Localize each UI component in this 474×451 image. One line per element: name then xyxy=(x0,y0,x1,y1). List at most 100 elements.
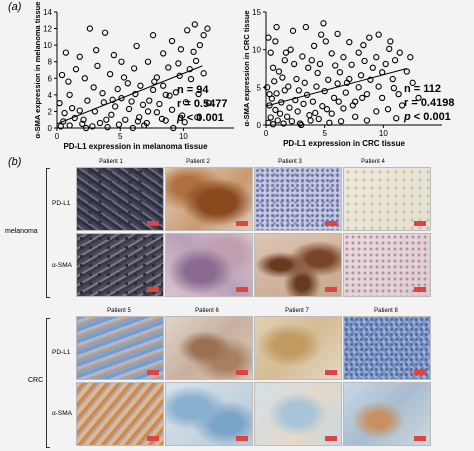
melanoma-r: r = 0.5477 xyxy=(177,98,228,110)
data-point xyxy=(307,117,314,124)
data-point xyxy=(312,109,319,117)
data-point xyxy=(130,65,138,72)
data-point xyxy=(146,97,153,104)
data-point xyxy=(286,104,293,111)
crc-n: n = 112 xyxy=(404,83,442,95)
data-point xyxy=(389,75,396,83)
data-point xyxy=(153,109,161,116)
data-point xyxy=(387,38,394,45)
data-point xyxy=(325,76,332,83)
data-point xyxy=(56,99,63,107)
data-point xyxy=(292,96,299,104)
data-point xyxy=(306,112,313,119)
x-tick-label: 10 xyxy=(379,129,388,138)
data-point xyxy=(357,72,365,79)
data-point xyxy=(124,80,131,87)
data-point xyxy=(101,29,109,36)
melanoma-row-pdl1: PD-L1 xyxy=(52,200,71,207)
scale-bar-icon xyxy=(236,221,248,226)
melanoma-bracket xyxy=(46,168,50,298)
data-point xyxy=(391,57,399,64)
header-patient-3: Patient 3 xyxy=(278,159,302,165)
panel-a-label: (a) xyxy=(8,1,22,13)
data-point xyxy=(190,48,197,55)
data-point xyxy=(106,70,114,78)
data-point xyxy=(326,119,333,126)
tile-patient4-pdl1 xyxy=(343,167,431,231)
data-point xyxy=(305,64,312,71)
data-point xyxy=(373,54,380,61)
data-point xyxy=(359,94,366,102)
data-point xyxy=(276,110,284,117)
data-point xyxy=(308,57,315,64)
y-tick-label: 10 xyxy=(43,41,52,50)
data-point xyxy=(200,70,207,77)
data-point xyxy=(125,105,133,113)
data-point xyxy=(393,115,400,122)
data-point xyxy=(363,117,371,124)
scale-bar-icon xyxy=(236,287,248,292)
data-point xyxy=(120,74,128,81)
data-point xyxy=(129,124,137,132)
data-point xyxy=(285,83,292,90)
tile-patient1-sma xyxy=(76,233,164,297)
data-point xyxy=(90,84,97,91)
data-point xyxy=(337,118,345,125)
data-point xyxy=(118,58,125,65)
data-point xyxy=(407,54,414,61)
data-point xyxy=(293,75,300,83)
data-point xyxy=(264,84,271,91)
crc-row-sma: α-SMA xyxy=(52,410,73,417)
data-point xyxy=(395,90,402,98)
scale-bar-icon xyxy=(236,436,248,441)
tile-patient4-sma xyxy=(343,233,431,297)
data-point xyxy=(355,49,362,56)
data-point xyxy=(177,46,185,53)
data-point xyxy=(86,25,94,32)
y-tick-label: 5 xyxy=(257,83,262,92)
melanoma-stats: n = 94 r = 0.5477 p < 0.001 xyxy=(177,83,227,125)
data-point xyxy=(334,80,341,87)
data-point xyxy=(269,64,277,71)
data-point xyxy=(160,82,167,89)
data-point xyxy=(57,123,64,130)
scale-bar-icon xyxy=(325,221,337,226)
data-point xyxy=(332,62,339,69)
data-point xyxy=(66,91,73,99)
data-point xyxy=(168,37,176,45)
crc-row-pdl1: PD-L1 xyxy=(52,349,71,356)
data-point xyxy=(265,34,272,41)
data-point xyxy=(69,104,76,112)
data-point xyxy=(382,60,389,68)
header-patient-4: Patient 4 xyxy=(361,159,385,165)
data-point xyxy=(160,50,167,57)
crc-bracket xyxy=(46,318,50,448)
melanoma-n: n = 94 xyxy=(177,84,209,96)
data-point xyxy=(271,78,278,85)
tile-patient7-sma xyxy=(254,382,342,446)
data-point xyxy=(96,119,104,127)
data-point xyxy=(205,99,212,107)
scale-bar-icon xyxy=(414,436,426,441)
data-point xyxy=(361,57,368,65)
data-point xyxy=(367,76,374,83)
melanoma-p-value: < 0.001 xyxy=(186,112,224,124)
data-point xyxy=(294,108,301,115)
data-point xyxy=(314,69,321,77)
scale-bar-icon xyxy=(414,370,426,375)
data-point xyxy=(109,96,116,103)
data-point xyxy=(330,94,338,102)
data-point xyxy=(273,23,280,31)
data-point xyxy=(195,90,202,98)
data-point xyxy=(360,41,367,49)
x-tick-label: 10 xyxy=(179,132,188,141)
data-point xyxy=(103,116,110,123)
tile-patient6-sma xyxy=(165,382,253,446)
data-point xyxy=(274,117,281,124)
data-point xyxy=(375,31,382,38)
data-point xyxy=(366,34,373,41)
data-point xyxy=(80,116,87,123)
data-point xyxy=(133,42,140,50)
x-tick-label: 5 xyxy=(322,129,327,138)
data-point xyxy=(89,123,96,130)
